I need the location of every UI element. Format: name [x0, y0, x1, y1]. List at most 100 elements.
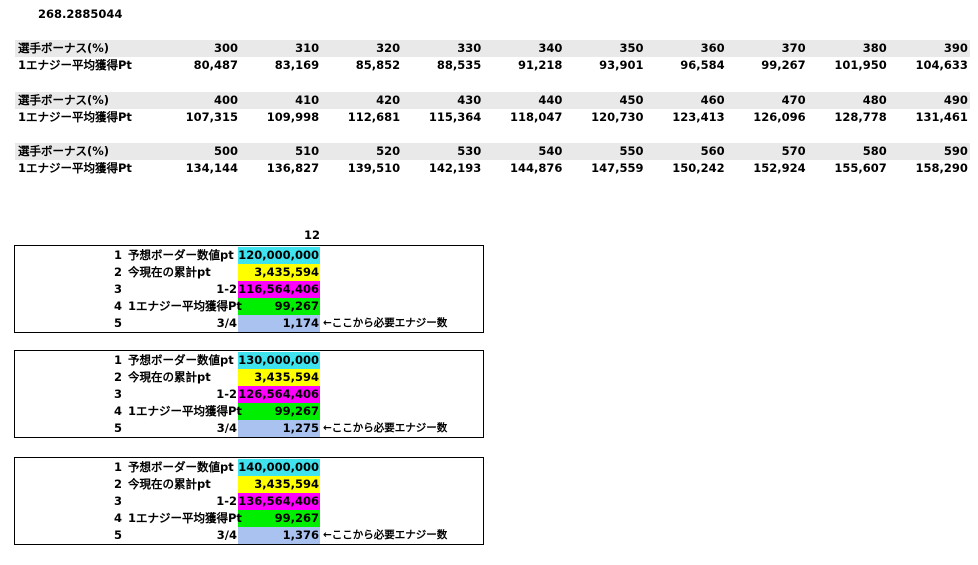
points-cell: 112,681 [347, 110, 401, 124]
header-band [15, 40, 970, 57]
row-label: 予想ボーダー数値pt [128, 353, 234, 367]
bonus-cell: 580 [862, 144, 887, 158]
bonus-cell: 470 [781, 93, 806, 107]
value-cell: 1,174 [282, 316, 319, 330]
row-num: 2 [113, 477, 122, 491]
value-cell: 3,435,594 [254, 477, 319, 491]
row-label: 今現在の累計pt [128, 477, 211, 491]
row-num: 5 [113, 528, 122, 542]
row-label: 1エナジー平均獲得Pt [128, 511, 242, 525]
value-cell: 1,376 [282, 528, 319, 542]
row-label: 1エナジー平均獲得Pt [18, 110, 132, 124]
value-bg [238, 527, 320, 544]
value-cell: 136,564,406 [238, 494, 319, 508]
points-cell: 142,193 [428, 161, 482, 175]
bonus-cell: 340 [538, 41, 563, 55]
bonus-cell: 410 [295, 93, 320, 107]
bonus-cell: 460 [700, 93, 725, 107]
bonus-cell: 310 [295, 41, 320, 55]
note: ←ここから必要エナジー数 [323, 317, 448, 329]
points-cell: 155,607 [834, 161, 887, 175]
value-cell: 116,564,406 [238, 282, 319, 296]
row-num: 3 [113, 494, 122, 508]
points-cell: 158,290 [915, 161, 968, 175]
formula: 1-2 [216, 282, 237, 296]
bonus-cell: 350 [619, 41, 644, 55]
points-cell: 101,950 [834, 58, 887, 72]
row-num: 3 [113, 282, 122, 296]
bonus-cell: 480 [862, 93, 887, 107]
points-cell: 85,852 [355, 58, 401, 72]
bonus-cell: 490 [943, 93, 968, 107]
points-cell: 147,559 [591, 161, 644, 175]
calc-box [14, 245, 484, 333]
row-label: 1エナジー平均獲得Pt [18, 161, 132, 175]
bonus-cell: 420 [376, 93, 401, 107]
value-bg [238, 352, 320, 369]
row-num: 1 [113, 248, 122, 262]
bonus-cell: 550 [619, 144, 644, 158]
row-num: 5 [113, 421, 122, 435]
value-bg [238, 247, 320, 264]
value-cell: 130,000,000 [238, 353, 319, 367]
calc-box [14, 457, 484, 545]
points-cell: 139,510 [347, 161, 401, 175]
bonus-cell: 540 [538, 144, 563, 158]
value-cell: 1,275 [282, 421, 319, 435]
value-bg [238, 264, 320, 281]
row-label: 今現在の累計pt [128, 265, 211, 279]
formula: 1-2 [216, 387, 237, 401]
formula: 3/4 [216, 528, 237, 542]
points-cell: 131,461 [915, 110, 968, 124]
value-cell: 140,000,000 [238, 460, 319, 474]
points-cell: 96,584 [680, 58, 725, 72]
points-cell: 115,364 [428, 110, 482, 124]
points-cell: 83,169 [274, 58, 320, 72]
points-cell: 104,633 [915, 58, 968, 72]
bonus-cell: 370 [781, 41, 806, 55]
value-cell: 120,000,000 [238, 248, 319, 262]
calc-header: 12 [303, 228, 320, 242]
formula: 1-2 [216, 494, 237, 508]
top-value: 268.2885044 [38, 7, 123, 21]
points-cell: 134,144 [185, 161, 238, 175]
value-bg [238, 369, 320, 386]
formula: 3/4 [216, 421, 237, 435]
bonus-cell: 560 [700, 144, 725, 158]
row-label: 1エナジー平均獲得Pt [18, 58, 132, 72]
bonus-cell: 380 [862, 41, 887, 55]
points-cell: 109,998 [266, 110, 320, 124]
value-cell: 99,267 [274, 299, 319, 313]
row-label: 選手ボーナス(%) [18, 144, 110, 158]
points-cell: 80,487 [193, 58, 238, 72]
points-cell: 152,924 [753, 161, 806, 175]
points-cell: 150,242 [672, 161, 725, 175]
calc-box [14, 350, 484, 438]
bonus-cell: 570 [781, 144, 806, 158]
value-cell: 3,435,594 [254, 370, 319, 384]
value-bg [238, 386, 320, 403]
points-cell: 88,535 [436, 58, 482, 72]
row-num: 1 [113, 353, 122, 367]
row-num: 3 [113, 387, 122, 401]
bonus-cell: 590 [943, 144, 968, 158]
row-num: 4 [113, 511, 122, 525]
value-cell: 99,267 [274, 511, 319, 525]
bonus-cell: 390 [943, 41, 968, 55]
row-label: 1エナジー平均獲得Pt [128, 404, 242, 418]
bonus-cell: 450 [619, 93, 644, 107]
row-num: 5 [113, 316, 122, 330]
points-cell: 99,267 [761, 58, 806, 72]
bonus-cell: 440 [538, 93, 563, 107]
value-bg [238, 510, 320, 527]
row-num: 4 [113, 404, 122, 418]
row-num: 1 [113, 460, 122, 474]
value-bg [238, 298, 320, 315]
row-label: 選手ボーナス(%) [18, 41, 110, 55]
header-band [15, 92, 970, 109]
bonus-cell: 360 [700, 41, 725, 55]
bonus-cell: 330 [457, 41, 482, 55]
row-label: 1エナジー平均獲得Pt [128, 299, 242, 313]
header-band [15, 143, 970, 160]
